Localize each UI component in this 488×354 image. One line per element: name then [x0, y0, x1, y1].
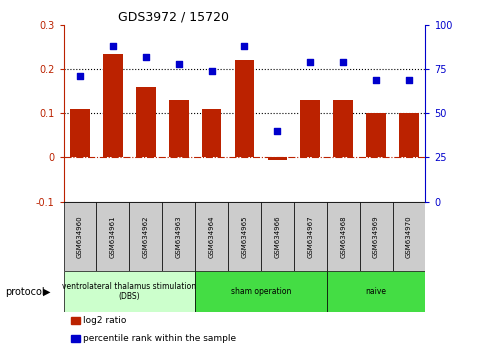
Text: GSM634964: GSM634964: [208, 215, 214, 258]
Bar: [71, 318, 80, 324]
Bar: [129, 202, 162, 271]
Text: GSM634965: GSM634965: [241, 215, 247, 258]
Point: [339, 59, 346, 65]
Text: GSM634960: GSM634960: [77, 215, 83, 258]
Text: naive: naive: [365, 287, 386, 296]
Bar: [96, 202, 129, 271]
Bar: [326, 202, 359, 271]
Point: [142, 54, 149, 59]
Bar: [359, 202, 392, 271]
Text: GSM634969: GSM634969: [372, 215, 378, 258]
Bar: [195, 271, 326, 312]
Bar: [136, 87, 155, 158]
Bar: [63, 271, 195, 312]
Point: [174, 61, 182, 67]
Text: GSM634968: GSM634968: [340, 215, 346, 258]
Text: ▶: ▶: [43, 287, 51, 297]
Bar: [103, 53, 122, 158]
Point: [371, 77, 379, 82]
Bar: [398, 113, 418, 158]
Bar: [300, 100, 320, 158]
Bar: [162, 202, 195, 271]
Bar: [227, 202, 261, 271]
Bar: [168, 100, 188, 158]
Text: log2 ratio: log2 ratio: [83, 316, 126, 325]
Bar: [333, 100, 352, 158]
Text: GSM634966: GSM634966: [274, 215, 280, 258]
Text: GSM634967: GSM634967: [306, 215, 313, 258]
Bar: [293, 202, 326, 271]
Bar: [70, 109, 90, 158]
Point: [404, 77, 412, 82]
Text: ventrolateral thalamus stimulation
(DBS): ventrolateral thalamus stimulation (DBS): [62, 282, 196, 301]
Point: [109, 43, 117, 49]
Bar: [63, 202, 96, 271]
Bar: [326, 271, 425, 312]
Text: protocol: protocol: [5, 287, 44, 297]
Text: GSM634961: GSM634961: [110, 215, 116, 258]
Point: [306, 59, 314, 65]
Bar: [202, 109, 221, 158]
Bar: [267, 158, 286, 160]
Text: GDS3972 / 15720: GDS3972 / 15720: [118, 11, 228, 24]
Text: sham operation: sham operation: [230, 287, 290, 296]
Text: GSM634970: GSM634970: [405, 215, 411, 258]
Point: [76, 73, 84, 79]
Point: [207, 68, 215, 74]
Text: GSM634962: GSM634962: [142, 215, 148, 258]
Bar: [261, 202, 293, 271]
Point: [240, 43, 248, 49]
Bar: [71, 335, 80, 342]
Text: GSM634963: GSM634963: [175, 215, 182, 258]
Point: [273, 128, 281, 134]
Bar: [234, 60, 254, 158]
Bar: [195, 202, 227, 271]
Bar: [392, 202, 425, 271]
Text: percentile rank within the sample: percentile rank within the sample: [83, 334, 236, 343]
Bar: [366, 113, 385, 158]
